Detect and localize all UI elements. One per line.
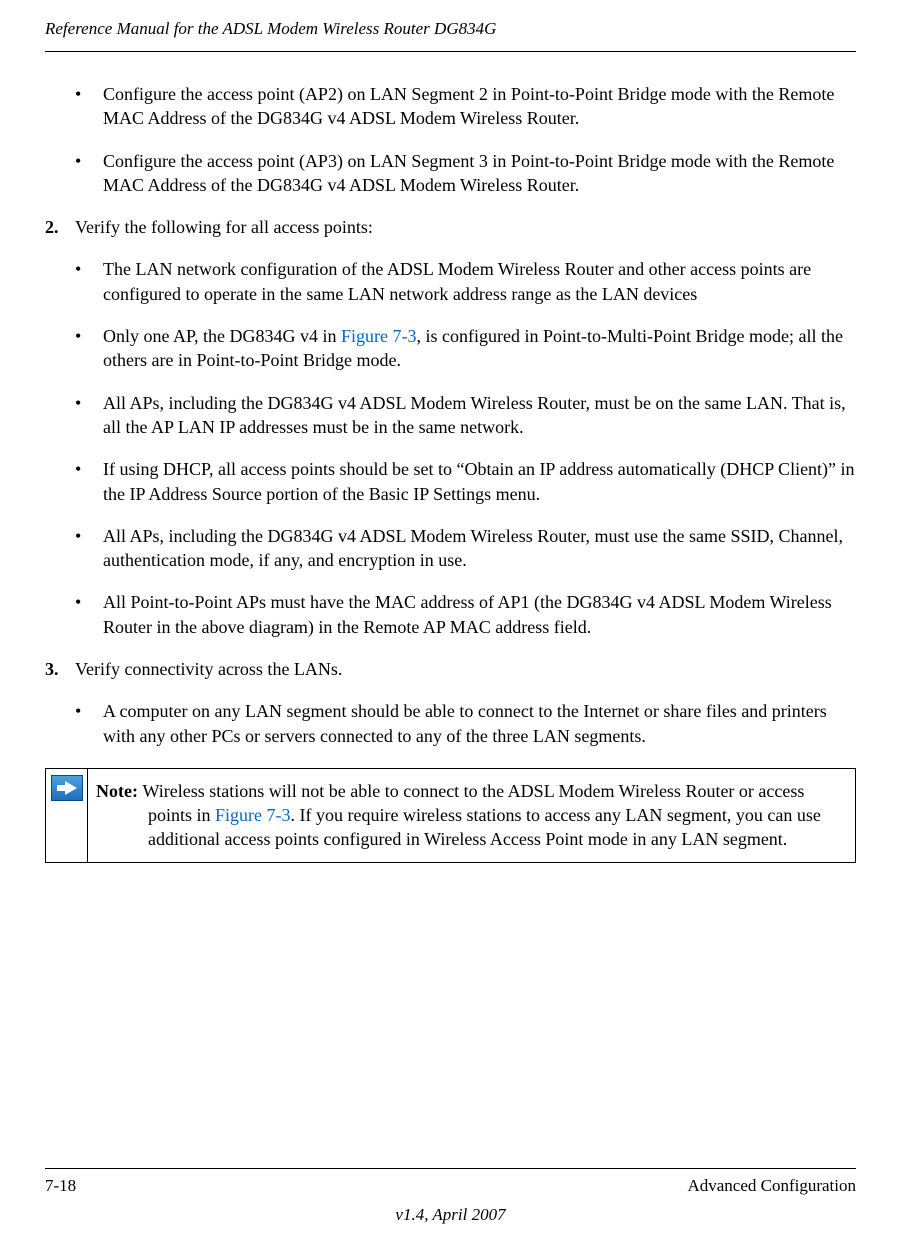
bullet-text: All Point-to-Point APs must have the MAC… (103, 590, 856, 639)
bullet-icon: • (75, 391, 103, 440)
page-footer: 7-18 Advanced Configuration v1.4, April … (45, 1168, 856, 1227)
bullet-icon: • (75, 149, 103, 198)
section-name: Advanced Configuration (687, 1175, 856, 1198)
bullet-text: The LAN network configuration of the ADS… (103, 257, 856, 306)
list-item: • Configure the access point (AP2) on LA… (45, 82, 856, 131)
page-number: 7-18 (45, 1175, 76, 1198)
page-content: • Configure the access point (AP2) on LA… (45, 82, 856, 863)
bullet-icon: • (75, 590, 103, 639)
bullet-text: Configure the access point (AP3) on LAN … (103, 149, 856, 198)
footer-line: 7-18 Advanced Configuration (45, 1168, 856, 1198)
text-fragment: Only one AP, the DG834G v4 in (103, 326, 341, 346)
list-item: • All APs, including the DG834G v4 ADSL … (45, 524, 856, 573)
page-header: Reference Manual for the ADSL Modem Wire… (45, 0, 856, 52)
list-item: • All APs, including the DG834G v4 ADSL … (45, 391, 856, 440)
note-label: Note: (96, 781, 142, 801)
bullet-text: All APs, including the DG834G v4 ADSL Mo… (103, 524, 856, 573)
list-item: • Configure the access point (AP3) on LA… (45, 149, 856, 198)
bullet-text: If using DHCP, all access points should … (103, 457, 856, 506)
footer-version: v1.4, April 2007 (45, 1204, 856, 1227)
step-number: 3. (45, 657, 75, 681)
note-icon-cell (46, 769, 88, 862)
step-number: 2. (45, 215, 75, 239)
bullet-icon: • (75, 82, 103, 131)
bullet-icon: • (75, 524, 103, 573)
note-text: Note: Wireless stations will not be able… (88, 769, 855, 862)
list-item: • All Point-to-Point APs must have the M… (45, 590, 856, 639)
step-text: Verify connectivity across the LANs. (75, 657, 342, 681)
bullet-icon: • (75, 257, 103, 306)
header-title: Reference Manual for the ADSL Modem Wire… (45, 19, 496, 38)
bullet-text: All APs, including the DG834G v4 ADSL Mo… (103, 391, 856, 440)
bullet-icon: • (75, 699, 103, 748)
list-item: • The LAN network configuration of the A… (45, 257, 856, 306)
bullet-text: A computer on any LAN segment should be … (103, 699, 856, 748)
list-item: • Only one AP, the DG834G v4 in Figure 7… (45, 324, 856, 373)
bullet-icon: • (75, 324, 103, 373)
bullet-text: Only one AP, the DG834G v4 in Figure 7-3… (103, 324, 856, 373)
step-text: Verify the following for all access poin… (75, 215, 373, 239)
numbered-step: 2. Verify the following for all access p… (45, 215, 856, 239)
bullet-icon: • (75, 457, 103, 506)
bullet-text: Configure the access point (AP2) on LAN … (103, 82, 856, 131)
numbered-step: 3. Verify connectivity across the LANs. (45, 657, 856, 681)
arrow-svg-icon (57, 781, 77, 795)
list-item: • If using DHCP, all access points shoul… (45, 457, 856, 506)
figure-link[interactable]: Figure 7-3 (215, 805, 291, 825)
arrow-icon (51, 775, 83, 801)
note-box: Note: Wireless stations will not be able… (45, 768, 856, 863)
figure-link[interactable]: Figure 7-3 (341, 326, 417, 346)
list-item: • A computer on any LAN segment should b… (45, 699, 856, 748)
